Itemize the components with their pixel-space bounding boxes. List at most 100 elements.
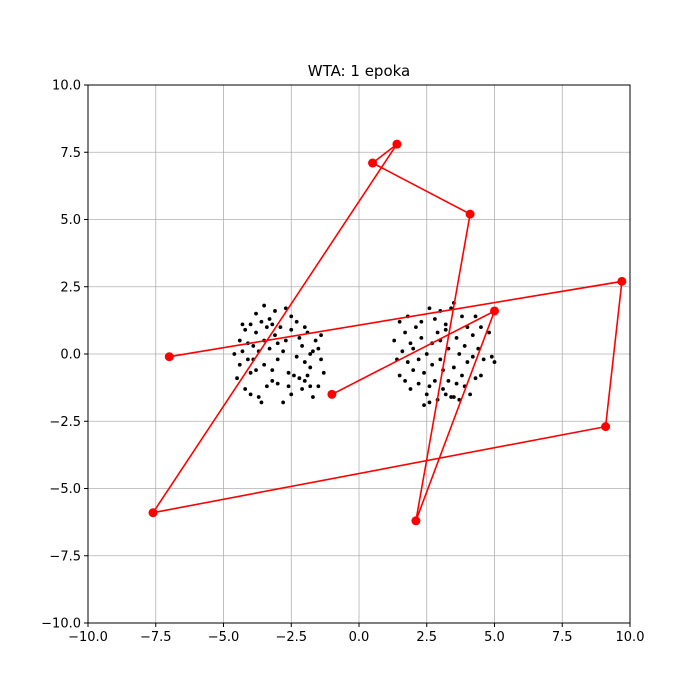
data-point [262, 303, 267, 308]
data-point [273, 333, 277, 338]
data-point [411, 368, 416, 373]
x-tick-label: 0.0 [349, 630, 370, 645]
data-point [254, 368, 258, 373]
neuron-marker [617, 276, 627, 286]
data-point [443, 322, 448, 327]
data-point [248, 322, 253, 327]
data-point [424, 352, 429, 356]
axis-ticks: −10.0 −7.5 −5.0 −2.5 0.0 2.5 5.0 7.5 10.0 −10.0 −7… [41, 79, 644, 646]
data-point [243, 327, 248, 332]
data-point [422, 403, 426, 408]
data-point [256, 395, 261, 399]
x-tick-label: 2.5 [416, 630, 437, 645]
data-point [275, 341, 280, 346]
data-point [254, 330, 258, 335]
y-tick-label: 7.5 [60, 146, 81, 161]
data-point [408, 387, 413, 391]
data-point [305, 373, 310, 378]
data-point [443, 392, 448, 397]
data-point [308, 365, 313, 370]
y-tick-label: −2.5 [49, 415, 81, 430]
data-point [470, 333, 475, 338]
y-tick-label: −5.0 [49, 482, 81, 497]
x-tick-label: −2.5 [275, 630, 307, 645]
data-point [294, 319, 299, 324]
data-point [473, 314, 478, 319]
data-point [259, 319, 264, 324]
x-tick-label: −7.5 [140, 630, 172, 645]
data-point [476, 346, 481, 351]
data-point [457, 352, 462, 356]
data-point [289, 392, 294, 397]
data-point [292, 373, 296, 378]
data-point [392, 338, 397, 343]
data-point [419, 319, 424, 324]
data-point [403, 379, 407, 383]
neuron-marker [368, 158, 378, 168]
neuron-marker [148, 508, 158, 518]
data-point [443, 327, 448, 332]
data-point [302, 360, 307, 364]
data-point [289, 327, 294, 332]
data-point [267, 346, 272, 351]
data-point [264, 325, 269, 329]
data-point [259, 400, 264, 405]
data-point [319, 357, 323, 362]
data-point [270, 368, 275, 373]
data-point [311, 395, 315, 399]
neuron-marker [490, 306, 499, 316]
data-point [481, 357, 486, 362]
data-point [414, 325, 418, 329]
data-point [311, 349, 315, 354]
data-point [302, 325, 307, 329]
neuron-path [148, 139, 627, 526]
data-point [441, 387, 445, 391]
data-point [462, 344, 467, 348]
neuron-marker [164, 352, 174, 362]
data-point [419, 335, 424, 340]
data-point [432, 317, 437, 321]
data-point [289, 314, 294, 319]
data-points [232, 300, 497, 408]
data-point [248, 392, 253, 397]
data-point [492, 360, 497, 364]
neuron-line [151, 143, 623, 522]
data-point [237, 338, 242, 343]
data-point [470, 354, 475, 359]
data-point [281, 400, 286, 405]
data-point [248, 370, 253, 375]
data-point [430, 362, 435, 367]
data-point [308, 352, 313, 356]
data-point [316, 384, 321, 389]
data-point [286, 384, 291, 389]
neuron-marker [392, 139, 402, 149]
y-tick-label: −10.0 [41, 617, 81, 632]
y-tick-label: 0.0 [60, 348, 81, 363]
data-point [408, 341, 413, 346]
y-tick-label: 10.0 [52, 79, 81, 94]
data-point [240, 349, 245, 354]
data-point [400, 349, 405, 354]
data-point [446, 346, 451, 351]
plot-frame [87, 84, 631, 624]
data-point [427, 400, 432, 405]
data-point [424, 392, 429, 397]
data-point [460, 373, 464, 378]
data-point [403, 330, 407, 335]
data-point [302, 379, 307, 383]
data-point [487, 330, 491, 335]
data-point [300, 344, 304, 348]
data-point [237, 362, 242, 367]
data-point [319, 333, 323, 338]
y-tick-label: −7.5 [49, 549, 81, 564]
data-point [321, 370, 326, 375]
data-point [432, 379, 437, 383]
chart-title: WTA: 1 epoka [308, 62, 411, 80]
data-point [479, 325, 483, 329]
x-tick-label: 5.0 [484, 630, 505, 645]
data-point [308, 384, 313, 389]
y-tick-label: 5.0 [60, 213, 81, 228]
data-point [240, 322, 245, 327]
data-point [416, 357, 421, 362]
